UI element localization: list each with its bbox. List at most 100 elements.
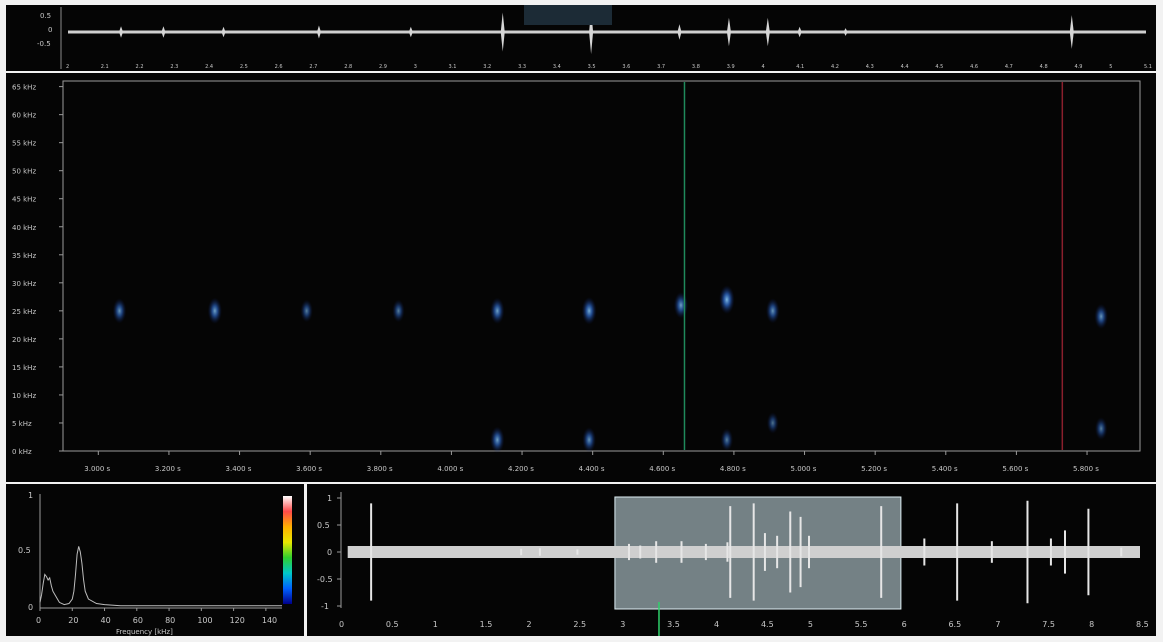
top-wave-xtick: 3.9 xyxy=(727,64,735,70)
top-wave-xtick: 2.9 xyxy=(379,64,387,70)
spectrogram-xtick: 4.600 s xyxy=(649,465,675,473)
top-wave-xtick: 4.7 xyxy=(1005,64,1013,70)
top-wave-click xyxy=(221,26,226,38)
overview-xtick: 0 xyxy=(339,620,344,629)
spectrogram-ytick: 55 kHz xyxy=(12,140,36,148)
spectrogram-xtick: 3.600 s xyxy=(296,465,322,473)
top-wave-click xyxy=(797,26,802,38)
overview-ytick: 0 xyxy=(327,548,332,557)
top-wave-xtick: 4.8 xyxy=(1040,64,1048,70)
spectrum-xtick: 20 xyxy=(68,616,78,625)
spectrum-xtick: 0 xyxy=(36,616,41,625)
top-wave-xtick: 2 xyxy=(66,64,69,70)
top-wave-click xyxy=(589,9,594,55)
top-wave-click xyxy=(726,17,731,47)
spectrogram-xtick: 4.000 s xyxy=(437,465,463,473)
top-wave-xtick: 4.6 xyxy=(970,64,978,70)
overview-xtick: 2.5 xyxy=(573,620,586,629)
top-wave-ytick: -0.5 xyxy=(37,40,51,48)
overview-waveform-panel[interactable]: 1 0.5 0 -0.5 -1 0 0.5 1 1.5 2 2.5 3 3.5 4 4.5 5 5.5 6 6.5… xyxy=(307,484,1156,636)
spectrogram-xtick: 5.600 s xyxy=(1002,465,1028,473)
top-wave-click xyxy=(677,24,682,40)
top-wave-xtick: 3.1 xyxy=(449,64,457,70)
top-wave-ytick: 0 xyxy=(48,26,52,34)
spectrogram-ytick: 10 kHz xyxy=(12,392,36,400)
overview-xtick: 7.5 xyxy=(1042,620,1055,629)
top-wave-xtick: 3.5 xyxy=(588,64,596,70)
spectrogram-xtick: 4.400 s xyxy=(579,465,605,473)
spectrogram-call xyxy=(112,298,127,324)
spectrum-xtick: 80 xyxy=(165,616,175,625)
top-wave-xtick: 3 xyxy=(414,64,417,70)
overview-waveform-plot: 1 0.5 0 -0.5 -1 0 0.5 1 1.5 2 2.5 3 3.5 4 4.5 5 5.5 6 6.5… xyxy=(317,492,1149,636)
spectrogram-ytick: 5 kHz xyxy=(12,420,32,428)
top-wave-xtick: 2.6 xyxy=(275,64,283,70)
top-wave-xtick: 4.1 xyxy=(796,64,804,70)
top-wave-click xyxy=(119,26,124,38)
overview-ytick: 1 xyxy=(327,494,332,503)
overview-xtick: 8.5 xyxy=(1136,620,1149,629)
spectrogram-xtick: 3.000 s xyxy=(84,465,110,473)
spectrogram-call xyxy=(1094,303,1108,330)
overview-xtick: 0.5 xyxy=(386,620,399,629)
overview-baseline xyxy=(347,546,1140,558)
top-wave-xtick: 3.6 xyxy=(622,64,630,70)
overview-xtick: 3.5 xyxy=(667,620,680,629)
spectrogram-xtick: 3.800 s xyxy=(367,465,393,473)
spectrogram-call xyxy=(490,426,505,453)
spectrogram-ytick: 40 kHz xyxy=(12,224,36,232)
spectrogram-xtick: 5.400 s xyxy=(932,465,958,473)
top-wave-xtick: 5 xyxy=(1109,64,1112,70)
spectrogram-call xyxy=(300,299,313,323)
spectrum-xtick: 100 xyxy=(197,616,212,625)
spectrogram-call xyxy=(207,297,222,325)
top-wave-xtick: 3.2 xyxy=(483,64,491,70)
overview-xtick: 4 xyxy=(714,620,719,629)
top-wave-xtick: 4.4 xyxy=(901,64,909,70)
top-wave-xtick: 4.9 xyxy=(1074,64,1082,70)
top-waveform-panel[interactable]: 0.5 0 -0.5 2 2.1 2.2 2.3 2.4 2.5 2.6 2.7 2.8 2.9 3… xyxy=(6,5,1156,71)
top-wave-xtick: 3.8 xyxy=(692,64,700,70)
top-wave-xtick: 2.1 xyxy=(101,64,109,70)
top-wave-xtick: 2.4 xyxy=(205,64,213,70)
top-wave-click xyxy=(765,17,770,47)
spectrogram-xtick: 5.200 s xyxy=(861,465,887,473)
top-waveform-plot: 0.5 0 -0.5 2 2.1 2.2 2.3 2.4 2.5 2.6 2.7 2.8 2.9 3… xyxy=(37,7,1152,70)
spectrogram-ytick: 50 kHz xyxy=(12,168,36,176)
spectrogram-ytick: 25 kHz xyxy=(12,308,36,316)
spectrogram-xtick: 3.400 s xyxy=(226,465,252,473)
spectrogram-call xyxy=(766,412,779,434)
top-wave-click xyxy=(843,28,848,36)
spectrogram-ytick: 45 kHz xyxy=(12,196,36,204)
overview-ytick: 0.5 xyxy=(317,521,330,530)
spectrum-panel: 1 0.5 0 0 20 40 60 80 100 120 140 Frequency [kH… xyxy=(6,484,304,636)
spectrogram-call xyxy=(765,298,780,324)
spectrogram-call xyxy=(720,428,734,452)
top-wave-click xyxy=(500,12,505,52)
overview-xtick: 5.5 xyxy=(855,620,868,629)
spectrogram-call xyxy=(490,297,505,325)
spectrogram-xtick: 3.200 s xyxy=(155,465,181,473)
top-wave-xtick: 2.3 xyxy=(170,64,178,70)
colormap-colorbar[interactable] xyxy=(283,496,292,604)
spectrogram-frame xyxy=(62,80,1141,452)
spectrum-xtick: 140 xyxy=(262,616,277,625)
top-wave-xtick: 2.5 xyxy=(240,64,248,70)
overview-xtick: 1.5 xyxy=(480,620,493,629)
waveform-zoom-tab[interactable] xyxy=(524,5,612,25)
overview-xtick: 8 xyxy=(1089,620,1094,629)
spectrogram-panel[interactable]: 65 kHz 60 kHz 55 kHz 50 kHz 45 kHz 40 kHz 35 k… xyxy=(6,73,1156,545)
overview-xtick: 1 xyxy=(433,620,438,629)
spectrogram-xtick: 4.200 s xyxy=(508,465,534,473)
overview-xtick: 7 xyxy=(995,620,1000,629)
spectrogram-call xyxy=(1094,417,1108,440)
top-wave-click xyxy=(1069,15,1074,49)
spectrogram-call xyxy=(581,297,597,325)
overview-ytick: -1 xyxy=(321,602,329,611)
top-wave-xtick: 3.3 xyxy=(518,64,526,70)
spectrogram-xtick: 5.800 s xyxy=(1073,465,1099,473)
spectrum-x-axis-label: Frequency [kHz] xyxy=(116,628,173,636)
spectrogram-call xyxy=(719,285,735,315)
overview-xtick: 4.5 xyxy=(761,620,774,629)
